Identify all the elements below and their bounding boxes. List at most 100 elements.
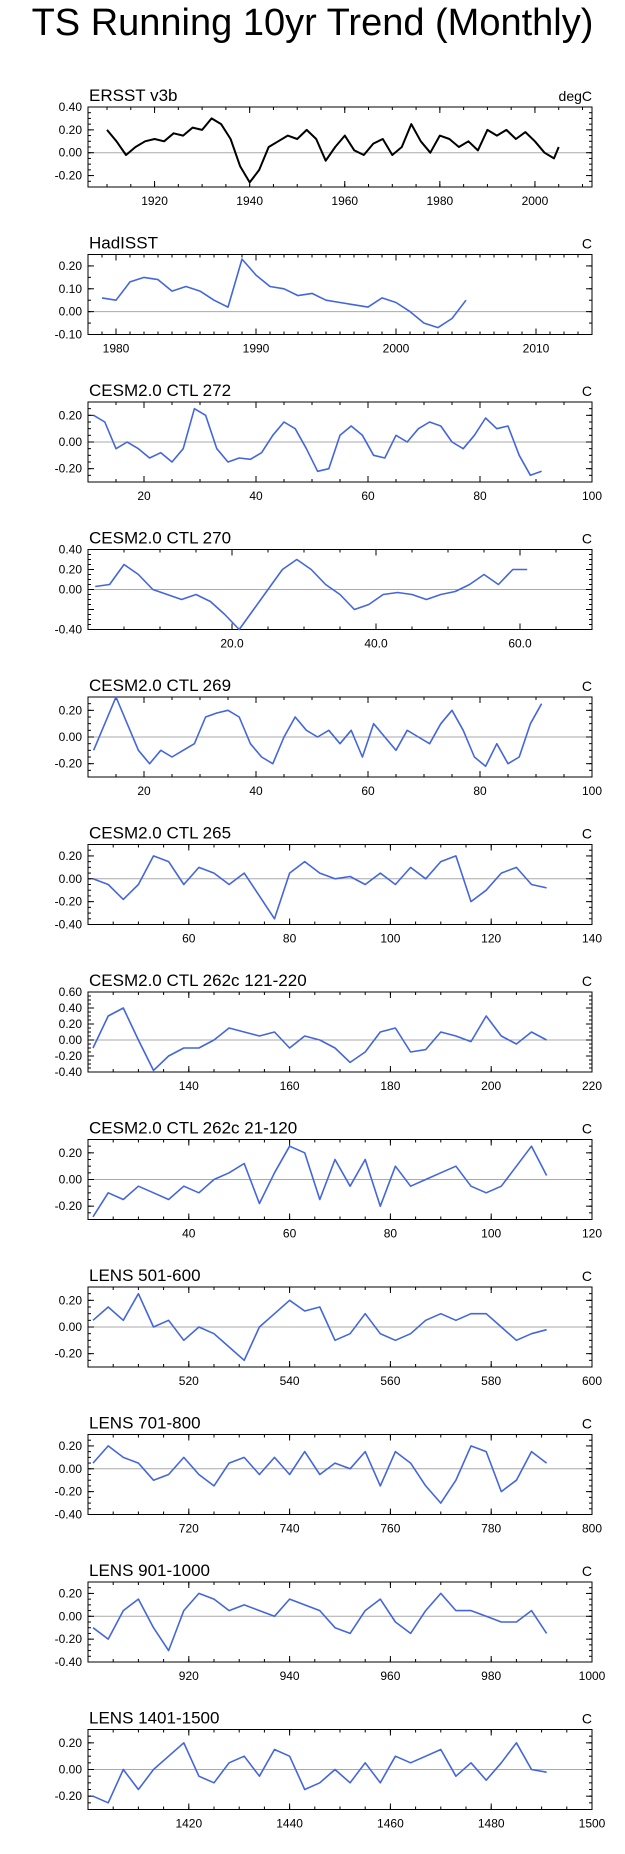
y-tick-label: -0.40	[55, 1655, 83, 1669]
units-label: C	[582, 1711, 592, 1727]
x-tick-label: 20	[137, 489, 151, 503]
chart-panel: CESM2.0 CTL 272 C 20 40 60 80 100 -0.20 0.00 0.20	[55, 381, 603, 503]
y-tick-label: -0.20	[55, 1049, 83, 1063]
x-tick-label: 60	[361, 489, 375, 503]
y-tick-label: -0.20	[55, 462, 83, 476]
x-tick-label: 80	[384, 1227, 398, 1241]
y-tick-label: -0.20	[55, 895, 83, 909]
x-tick-label: 1440	[276, 1817, 303, 1831]
chart-panel: HadISST C 1980 1990 2000 2010 -0.10 0.00 0.10 0.2…	[55, 234, 593, 356]
x-tick-label: 80	[283, 932, 297, 946]
x-tick-label: 100	[380, 932, 400, 946]
y-tick-label: 0.20	[59, 1146, 83, 1160]
y-tick-label: 0.20	[59, 259, 83, 273]
series-line	[92, 1592, 548, 1652]
y-tick-label: 0.00	[59, 1320, 83, 1334]
chart-title: LENS 1401-1500	[89, 1709, 219, 1728]
x-tick-label: 1500	[579, 1817, 606, 1831]
plot-frame	[87, 1434, 593, 1515]
y-tick-label: 0.20	[59, 703, 83, 717]
x-tick-label: 40.0	[364, 637, 388, 651]
x-tick-label: 960	[380, 1669, 400, 1683]
plot-frame	[87, 254, 593, 335]
chart-panel: CESM2.0 CTL 262c 121-220 C 140 160 180 200 220…	[55, 971, 603, 1093]
y-tick-label: 0.00	[59, 1462, 83, 1476]
y-tick-label: 0.00	[59, 435, 83, 449]
chart-title: LENS 901-1000	[89, 1561, 210, 1580]
series-line	[95, 558, 528, 631]
x-tick-label: 980	[481, 1669, 501, 1683]
x-tick-label: 1000	[579, 1669, 606, 1683]
x-tick-label: 200	[481, 1079, 501, 1093]
chart-title: CESM2.0 CTL 262c 21-120	[89, 1119, 297, 1138]
x-tick-label: 1980	[426, 194, 453, 208]
x-tick-label: 100	[582, 784, 602, 798]
y-tick-label: 0.00	[59, 1173, 83, 1187]
x-tick-label: 40	[249, 489, 263, 503]
y-tick-label: 0.40	[59, 1001, 83, 1015]
series-line	[92, 1445, 548, 1504]
y-tick-label: -0.20	[55, 1632, 83, 1646]
y-tick-label: 0.20	[59, 1736, 83, 1750]
y-tick-label: 0.40	[59, 543, 83, 557]
x-tick-label: 740	[280, 1522, 300, 1536]
series-line	[92, 1742, 547, 1804]
x-tick-label: 1940	[236, 194, 263, 208]
x-tick-label: 120	[582, 1227, 602, 1241]
y-tick-label: -0.20	[55, 169, 83, 183]
x-tick-label: 1480	[478, 1817, 505, 1831]
plot-frame	[87, 106, 593, 188]
x-tick-label: 1920	[141, 194, 168, 208]
series-line	[92, 1007, 547, 1072]
y-tick-label: -0.20	[55, 1347, 83, 1361]
units-label: C	[582, 236, 592, 252]
chart-title: CESM2.0 CTL 270	[89, 529, 231, 548]
x-tick-label: 1990	[243, 342, 270, 356]
chart-title: CESM2.0 CTL 265	[89, 824, 231, 843]
x-tick-label: 20.0	[220, 637, 244, 651]
units-label: C	[582, 826, 592, 842]
chart-panel: CESM2.0 CTL 265 C 60 80 100 120 140 -0.40 -0.20 0…	[55, 824, 603, 946]
x-tick-label: 540	[280, 1374, 300, 1388]
chart-title: LENS 701-800	[89, 1414, 201, 1433]
y-tick-label: -0.20	[55, 757, 83, 771]
y-tick-label: -0.40	[55, 1065, 83, 1079]
units-label: C	[582, 1121, 592, 1137]
chart-title: HadISST	[89, 234, 158, 253]
chart-panel: ERSST v3b degC 1920 1940 1960 1980 2000 -0.20 0.…	[55, 86, 593, 208]
x-tick-label: 1420	[175, 1817, 202, 1831]
units-label: C	[582, 1563, 592, 1579]
y-tick-label: 0.00	[59, 583, 83, 597]
y-tick-label: 0.00	[59, 305, 83, 319]
page-title: TS Running 10yr Trend (Monthly)	[31, 2, 594, 44]
y-tick-label: 0.20	[59, 849, 83, 863]
y-tick-label: 0.20	[59, 1293, 83, 1307]
chart-title: CESM2.0 CTL 262c 121-220	[89, 971, 307, 990]
y-tick-label: 0.10	[59, 282, 83, 296]
plot-frame	[87, 844, 593, 925]
units-label: C	[582, 1268, 592, 1284]
y-tick-label: 0.20	[59, 1439, 83, 1453]
x-tick-label: 1960	[331, 194, 358, 208]
chart-title: LENS 501-600	[89, 1266, 201, 1285]
chart-panel: LENS 1401-1500 C 1420 1440 1460 1480 1500 -0.20…	[55, 1709, 606, 1831]
x-tick-label: 760	[380, 1522, 400, 1536]
y-tick-label: 0.00	[59, 1033, 83, 1047]
x-tick-label: 60	[361, 784, 375, 798]
y-tick-label: 0.00	[59, 146, 83, 160]
x-tick-label: 160	[280, 1079, 300, 1093]
x-tick-label: 140	[179, 1079, 199, 1093]
chart-title: CESM2.0 CTL 269	[89, 676, 231, 695]
y-tick-label: 0.20	[59, 408, 83, 422]
x-tick-label: 940	[280, 1669, 300, 1683]
y-tick-label: -0.10	[55, 328, 83, 342]
x-tick-label: 220	[582, 1079, 602, 1093]
units-label: degC	[559, 88, 592, 104]
x-tick-label: 520	[179, 1374, 199, 1388]
x-tick-label: 2010	[523, 342, 550, 356]
y-tick-label: -0.40	[55, 623, 83, 637]
y-tick-label: -0.40	[55, 1508, 83, 1522]
x-tick-label: 100	[582, 489, 602, 503]
series-line	[93, 407, 542, 477]
